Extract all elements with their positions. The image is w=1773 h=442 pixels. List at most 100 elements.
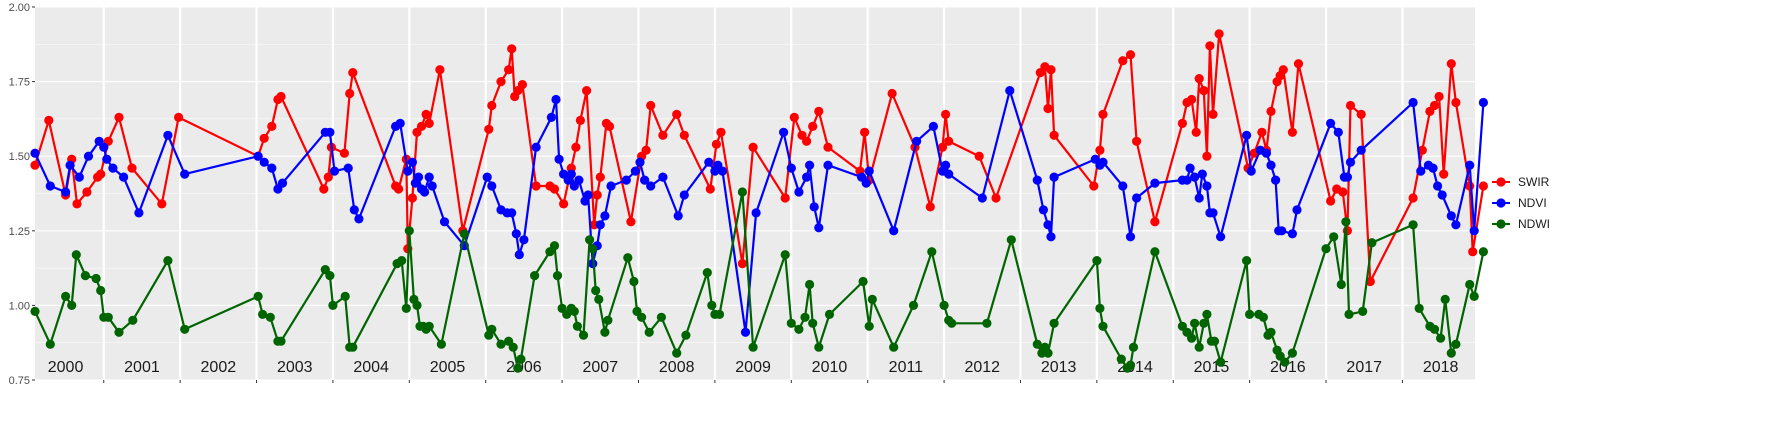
ndvi-point	[640, 175, 650, 185]
ndwi-point	[1451, 339, 1461, 349]
ndvi-point	[1032, 175, 1042, 185]
ndvi-point	[1433, 181, 1443, 191]
swir-point	[345, 88, 355, 99]
ndvi-point	[511, 229, 521, 239]
swir-point	[937, 142, 948, 152]
year-label: 2002	[201, 359, 237, 376]
ndvi-point	[482, 172, 492, 182]
ndwi-point	[637, 312, 647, 322]
ndwi-point	[67, 300, 77, 310]
ndwi-point	[436, 339, 446, 349]
ndwi-point	[982, 318, 992, 328]
ndvi-point	[1416, 166, 1426, 176]
ndwi-point	[30, 306, 40, 316]
swir-point	[658, 130, 668, 140]
ndwi-point	[424, 321, 434, 331]
ndwi-point	[253, 291, 263, 301]
ndvi-point	[531, 142, 541, 152]
swir-point	[1150, 217, 1160, 227]
swir-point	[1046, 65, 1056, 75]
swir-point	[72, 199, 82, 209]
legend-swatch-point-ndwi	[1496, 219, 1506, 229]
ndvi-point	[809, 202, 819, 212]
ndvi-point	[554, 154, 564, 164]
swir-point	[1125, 50, 1136, 60]
swir-point	[716, 127, 726, 137]
swir-point	[1118, 56, 1128, 66]
swir-point	[860, 127, 870, 137]
legend-label-ndwi: NDWI	[1518, 217, 1550, 231]
swir-point	[1293, 59, 1304, 69]
ndwi-point	[163, 256, 173, 266]
swir-point	[44, 115, 54, 125]
ndvi-point	[646, 181, 656, 191]
swir-point	[808, 121, 818, 131]
ndwi-point	[328, 300, 338, 310]
swir-point	[582, 86, 592, 96]
ndvi-point	[635, 157, 645, 167]
ndwi-point	[1032, 339, 1042, 349]
ndvi-point	[606, 181, 616, 191]
ndvi-point	[673, 211, 683, 221]
year-label: 2005	[430, 359, 466, 376]
ndvi-point	[1356, 145, 1366, 155]
ndwi-point	[1287, 348, 1297, 358]
ndvi-point	[1046, 232, 1056, 242]
ndvi-point	[439, 217, 450, 227]
swir-point	[1257, 127, 1267, 137]
swir-point	[496, 77, 506, 87]
swir-point	[174, 112, 184, 122]
y-tick-label: 1.50	[9, 151, 30, 163]
ndvi-point	[595, 220, 605, 230]
ndvi-point	[507, 208, 517, 218]
ndwi-point	[786, 318, 796, 328]
swir-point	[1199, 86, 1209, 96]
swir-point	[517, 80, 528, 90]
ndwi-point	[1344, 309, 1354, 319]
ndvi-point	[1478, 97, 1488, 108]
ndwi-point	[889, 342, 899, 352]
swir-point	[626, 217, 636, 227]
ndwi-point	[1049, 318, 1059, 328]
swir-point	[646, 100, 656, 111]
swir-point	[1089, 181, 1099, 191]
ndvi-point	[1271, 175, 1281, 185]
swir-point	[941, 109, 951, 119]
ndwi-point	[325, 271, 335, 281]
ndvi-point	[1202, 181, 1212, 191]
ndvi-point	[1465, 160, 1475, 170]
ndwi-point	[814, 342, 824, 352]
ndwi-point	[600, 327, 610, 337]
swir-point	[1439, 169, 1449, 179]
ndvi-point	[566, 169, 576, 179]
swir-point	[1434, 91, 1444, 102]
ndwi-point	[569, 306, 579, 316]
ndvi-point	[253, 151, 263, 161]
swir-point	[679, 130, 689, 140]
y-tick-label: 0.75	[9, 375, 30, 387]
ndvi-point	[1277, 226, 1287, 236]
ndvi-point	[1408, 97, 1418, 108]
legend-swatch-point-ndvi	[1496, 198, 1506, 208]
ndwi-point	[80, 271, 90, 281]
swir-point	[507, 44, 517, 54]
ndwi-point	[1095, 303, 1105, 313]
ndvi-point	[1185, 163, 1195, 173]
y-tick-label: 1.00	[9, 300, 30, 312]
swir-point	[705, 184, 715, 194]
swir-point	[504, 65, 514, 75]
ndwi-point	[1367, 238, 1377, 248]
swir-point	[421, 109, 431, 119]
swir-point	[1429, 100, 1440, 111]
ndvi-point	[1342, 172, 1352, 182]
ndvi-point	[1451, 220, 1461, 230]
ndwi-point	[864, 321, 874, 331]
ndvi-point	[704, 157, 714, 167]
swir-point	[641, 145, 651, 155]
swir-point	[1345, 100, 1356, 111]
swir-point	[559, 199, 569, 209]
swir-point	[1202, 151, 1212, 161]
ndwi-point	[180, 324, 190, 334]
ndvi-point	[325, 127, 335, 137]
ndwi-point	[1209, 336, 1220, 346]
